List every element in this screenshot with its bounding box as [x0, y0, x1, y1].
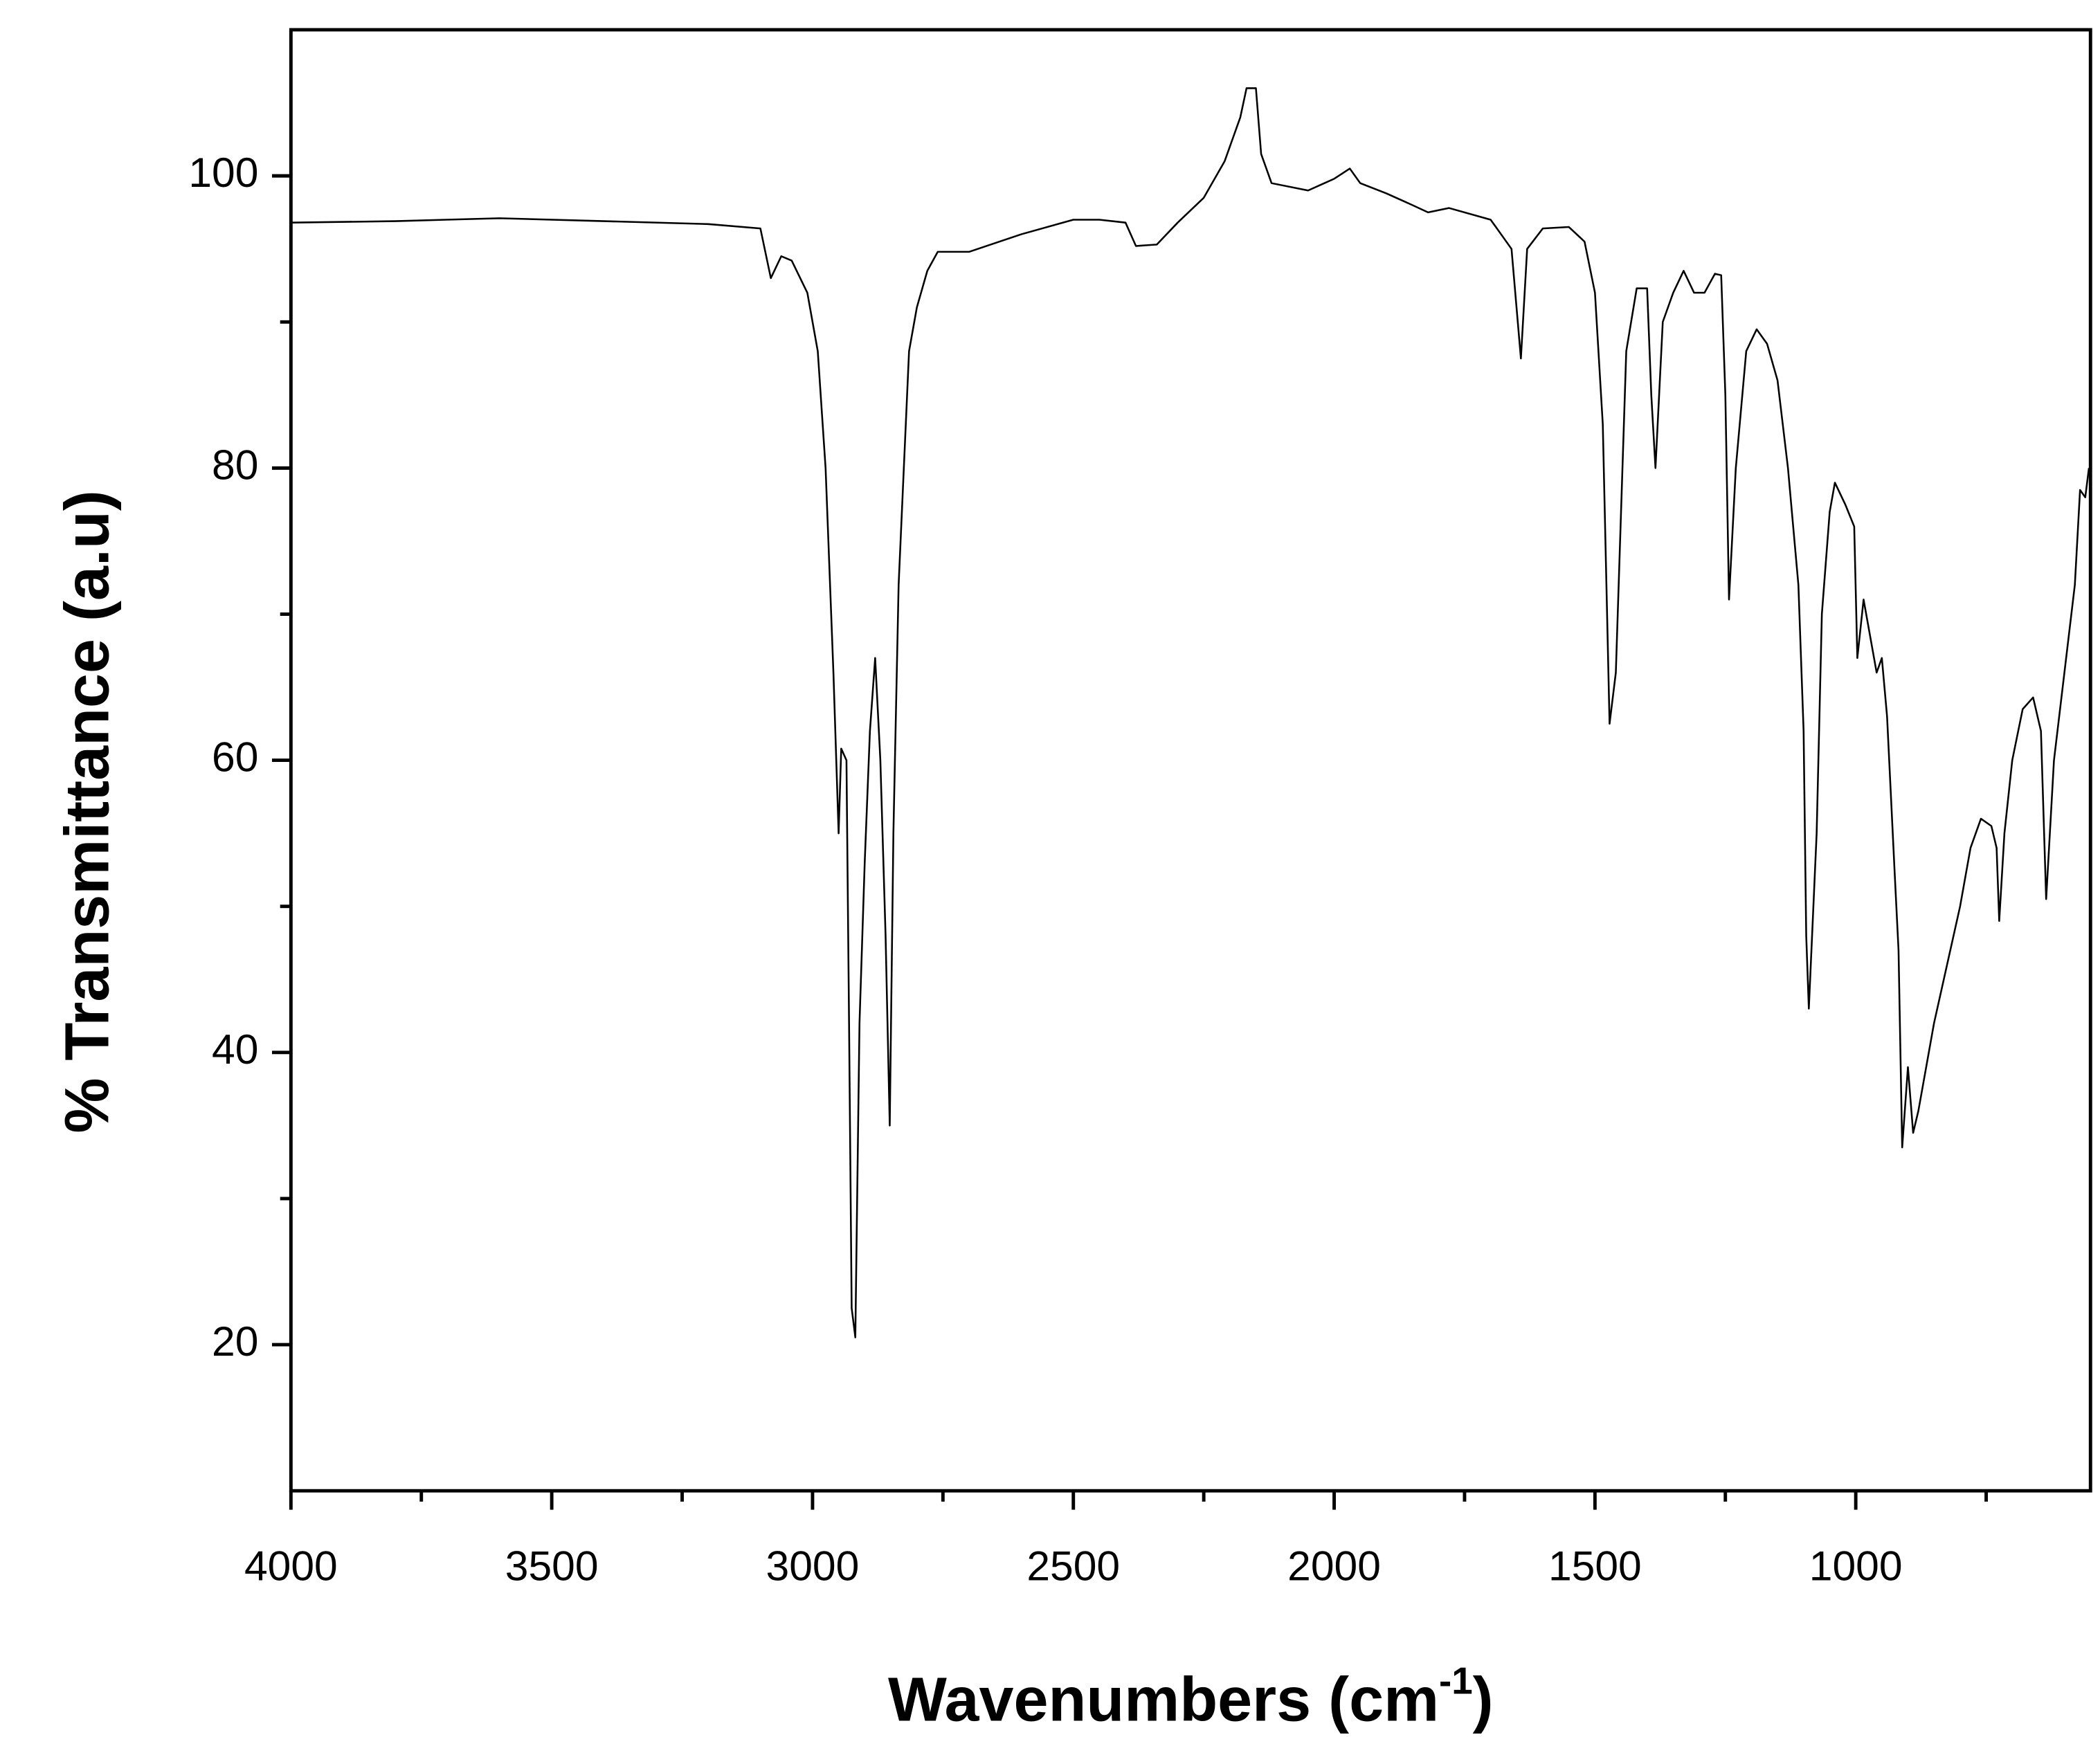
x-tick-label: 1000: [1809, 1543, 1903, 1590]
x-axis-title-text: Wavenumbers (cm: [888, 1666, 1439, 1735]
y-tick-label: 80: [212, 441, 258, 488]
x-axis-title-superscript: -1: [1439, 1659, 1473, 1702]
y-tick-label: 20: [212, 1318, 258, 1365]
x-tick-label: 1500: [1548, 1543, 1642, 1590]
x-axis-title: Wavenumbers (cm-1): [888, 1659, 1494, 1734]
spectrum-line: [291, 87, 2090, 1338]
y-axis-title: % Transmittance (a.u): [53, 490, 122, 1133]
x-tick-label: 3500: [505, 1543, 599, 1590]
x-tick-label: 2000: [1287, 1543, 1381, 1590]
plot-frame: [289, 28, 2092, 1493]
x-tick-label: 3000: [766, 1543, 860, 1590]
y-tick-label: 60: [212, 734, 258, 781]
x-tick-label: 2500: [1026, 1543, 1120, 1590]
x-tick-label: 4000: [244, 1543, 338, 1590]
y-tick-label: 40: [212, 1026, 258, 1073]
y-tick-label: 100: [188, 149, 258, 196]
x-axis-title-text: ): [1473, 1666, 1494, 1735]
